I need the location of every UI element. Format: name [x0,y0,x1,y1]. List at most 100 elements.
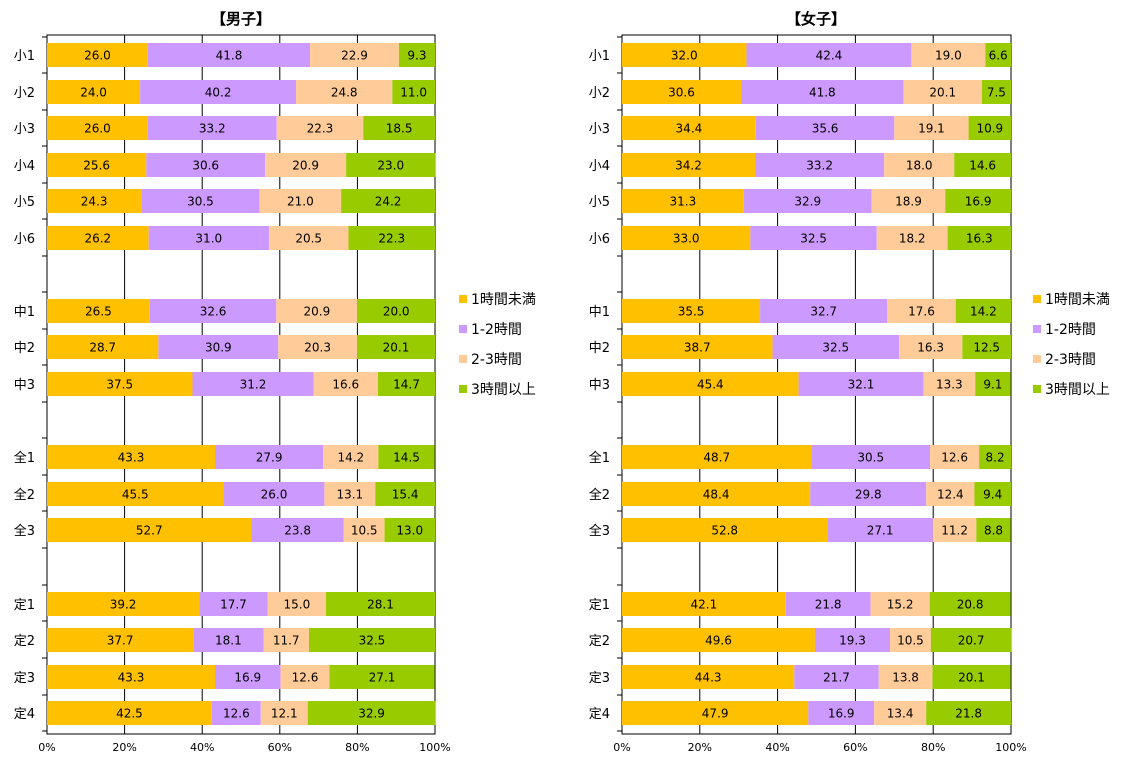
bar-segment [47,43,148,67]
data-label: 23.0 [377,159,404,173]
category-label: 定3 [589,671,610,686]
x-tick-label: 20% [112,741,136,754]
data-label: 8.2 [986,451,1005,465]
data-label: 9.4 [983,488,1002,502]
category-label: 小5 [14,195,35,210]
data-label: 33.2 [806,159,833,173]
data-label: 16.6 [332,378,359,392]
data-label: 8.8 [984,524,1003,538]
legend-swatch [1033,295,1041,303]
legend-label: 2-3時間 [471,352,522,368]
data-label: 23.8 [284,524,311,538]
bar-segment [911,43,986,67]
data-label: 14.2 [970,305,997,319]
data-label: 22.9 [341,49,368,63]
category-label: 全2 [14,487,35,503]
data-label: 22.3 [378,232,405,246]
bar-segment [260,701,308,725]
bar-segment [798,372,924,396]
bar-segment [47,226,149,250]
bar-segment [378,445,435,469]
bar-segment [149,299,277,323]
legend-label: 3時間以上 [1045,382,1110,398]
legend-swatch [1033,385,1041,393]
data-label: 14.5 [393,451,420,465]
category-label: 定1 [589,598,610,613]
data-label: 39.2 [110,598,137,612]
category-label: 定4 [589,707,610,722]
data-label: 21.7 [823,671,850,685]
data-label: 18.0 [906,159,933,173]
bar-segment [325,592,435,616]
bar-segment [741,80,904,104]
data-label: 12.6 [292,671,319,685]
legend-label: 3時間以上 [471,382,536,398]
bar-segment [814,628,891,652]
data-label: 19.0 [935,49,962,63]
data-label: 31.0 [195,232,222,246]
bar-segment [947,226,1011,250]
bar-segment [622,189,744,213]
data-label: 37.7 [107,634,134,648]
data-label: 14.2 [337,451,364,465]
bar-segment [398,43,435,67]
data-label: 32.9 [794,195,821,209]
legend-label: 2-3時間 [1045,352,1096,368]
category-label: 全1 [14,450,35,466]
data-label: 15.2 [887,598,914,612]
bar-segment [932,518,977,542]
legend-swatch [459,385,467,393]
data-label: 10.5 [351,524,378,538]
data-label: 20.1 [958,671,985,685]
data-label: 49.6 [705,634,732,648]
data-label: 20.9 [292,159,319,173]
x-tick-label: 40% [190,741,214,754]
bar-segment [827,518,933,542]
data-label: 37.5 [106,378,133,392]
data-label: 26.0 [84,49,111,63]
category-label: 全2 [589,487,610,503]
data-label: 30.5 [857,451,884,465]
data-label: 28.1 [367,598,394,612]
category-label: 小2 [14,86,35,101]
data-label: 7.5 [987,86,1006,100]
data-label: 26.0 [261,488,288,502]
bar-segment [357,299,435,323]
bar-segment [47,335,159,359]
bar-segment [979,445,1011,469]
category-label: 小2 [589,86,610,101]
bar-segment [263,628,309,652]
data-label: 20.5 [295,232,322,246]
data-label: 21.0 [287,195,314,209]
data-label: 42.5 [116,707,143,721]
category-label: 定2 [589,634,610,649]
chart-panel-boys: 【男子】 0% 20% 40% 60% 80% 100% 小1 26.0 41.8 22.9 9.3 小… [14,10,536,754]
bar-segment [622,665,795,689]
data-label: 44.3 [695,671,722,685]
category-label: 小5 [589,195,610,210]
bar-segment [981,80,1011,104]
data-label: 52.8 [711,524,738,538]
bar-segment [276,116,364,140]
data-label: 6.6 [989,49,1008,63]
bar-segment [894,116,969,140]
category-label: 全3 [589,523,610,539]
data-label: 32.6 [200,305,227,319]
data-label: 20.0 [383,305,410,319]
data-label: 20.8 [957,598,984,612]
data-label: 34.2 [675,159,702,173]
bar-segment [280,665,330,689]
data-label: 16.9 [234,671,261,685]
data-label: 28.7 [89,341,116,355]
x-tick-label: 40% [765,741,789,754]
bar-segment [622,628,815,652]
category-label: 定1 [14,598,35,613]
data-label: 47.9 [702,707,729,721]
bar-segment [47,445,216,469]
category-label: 小4 [589,159,610,174]
bar-segment [985,43,1011,67]
bar-segment [47,153,147,177]
data-label: 13.3 [936,378,963,392]
bar-segment [392,80,435,104]
data-label: 12.1 [271,707,298,721]
